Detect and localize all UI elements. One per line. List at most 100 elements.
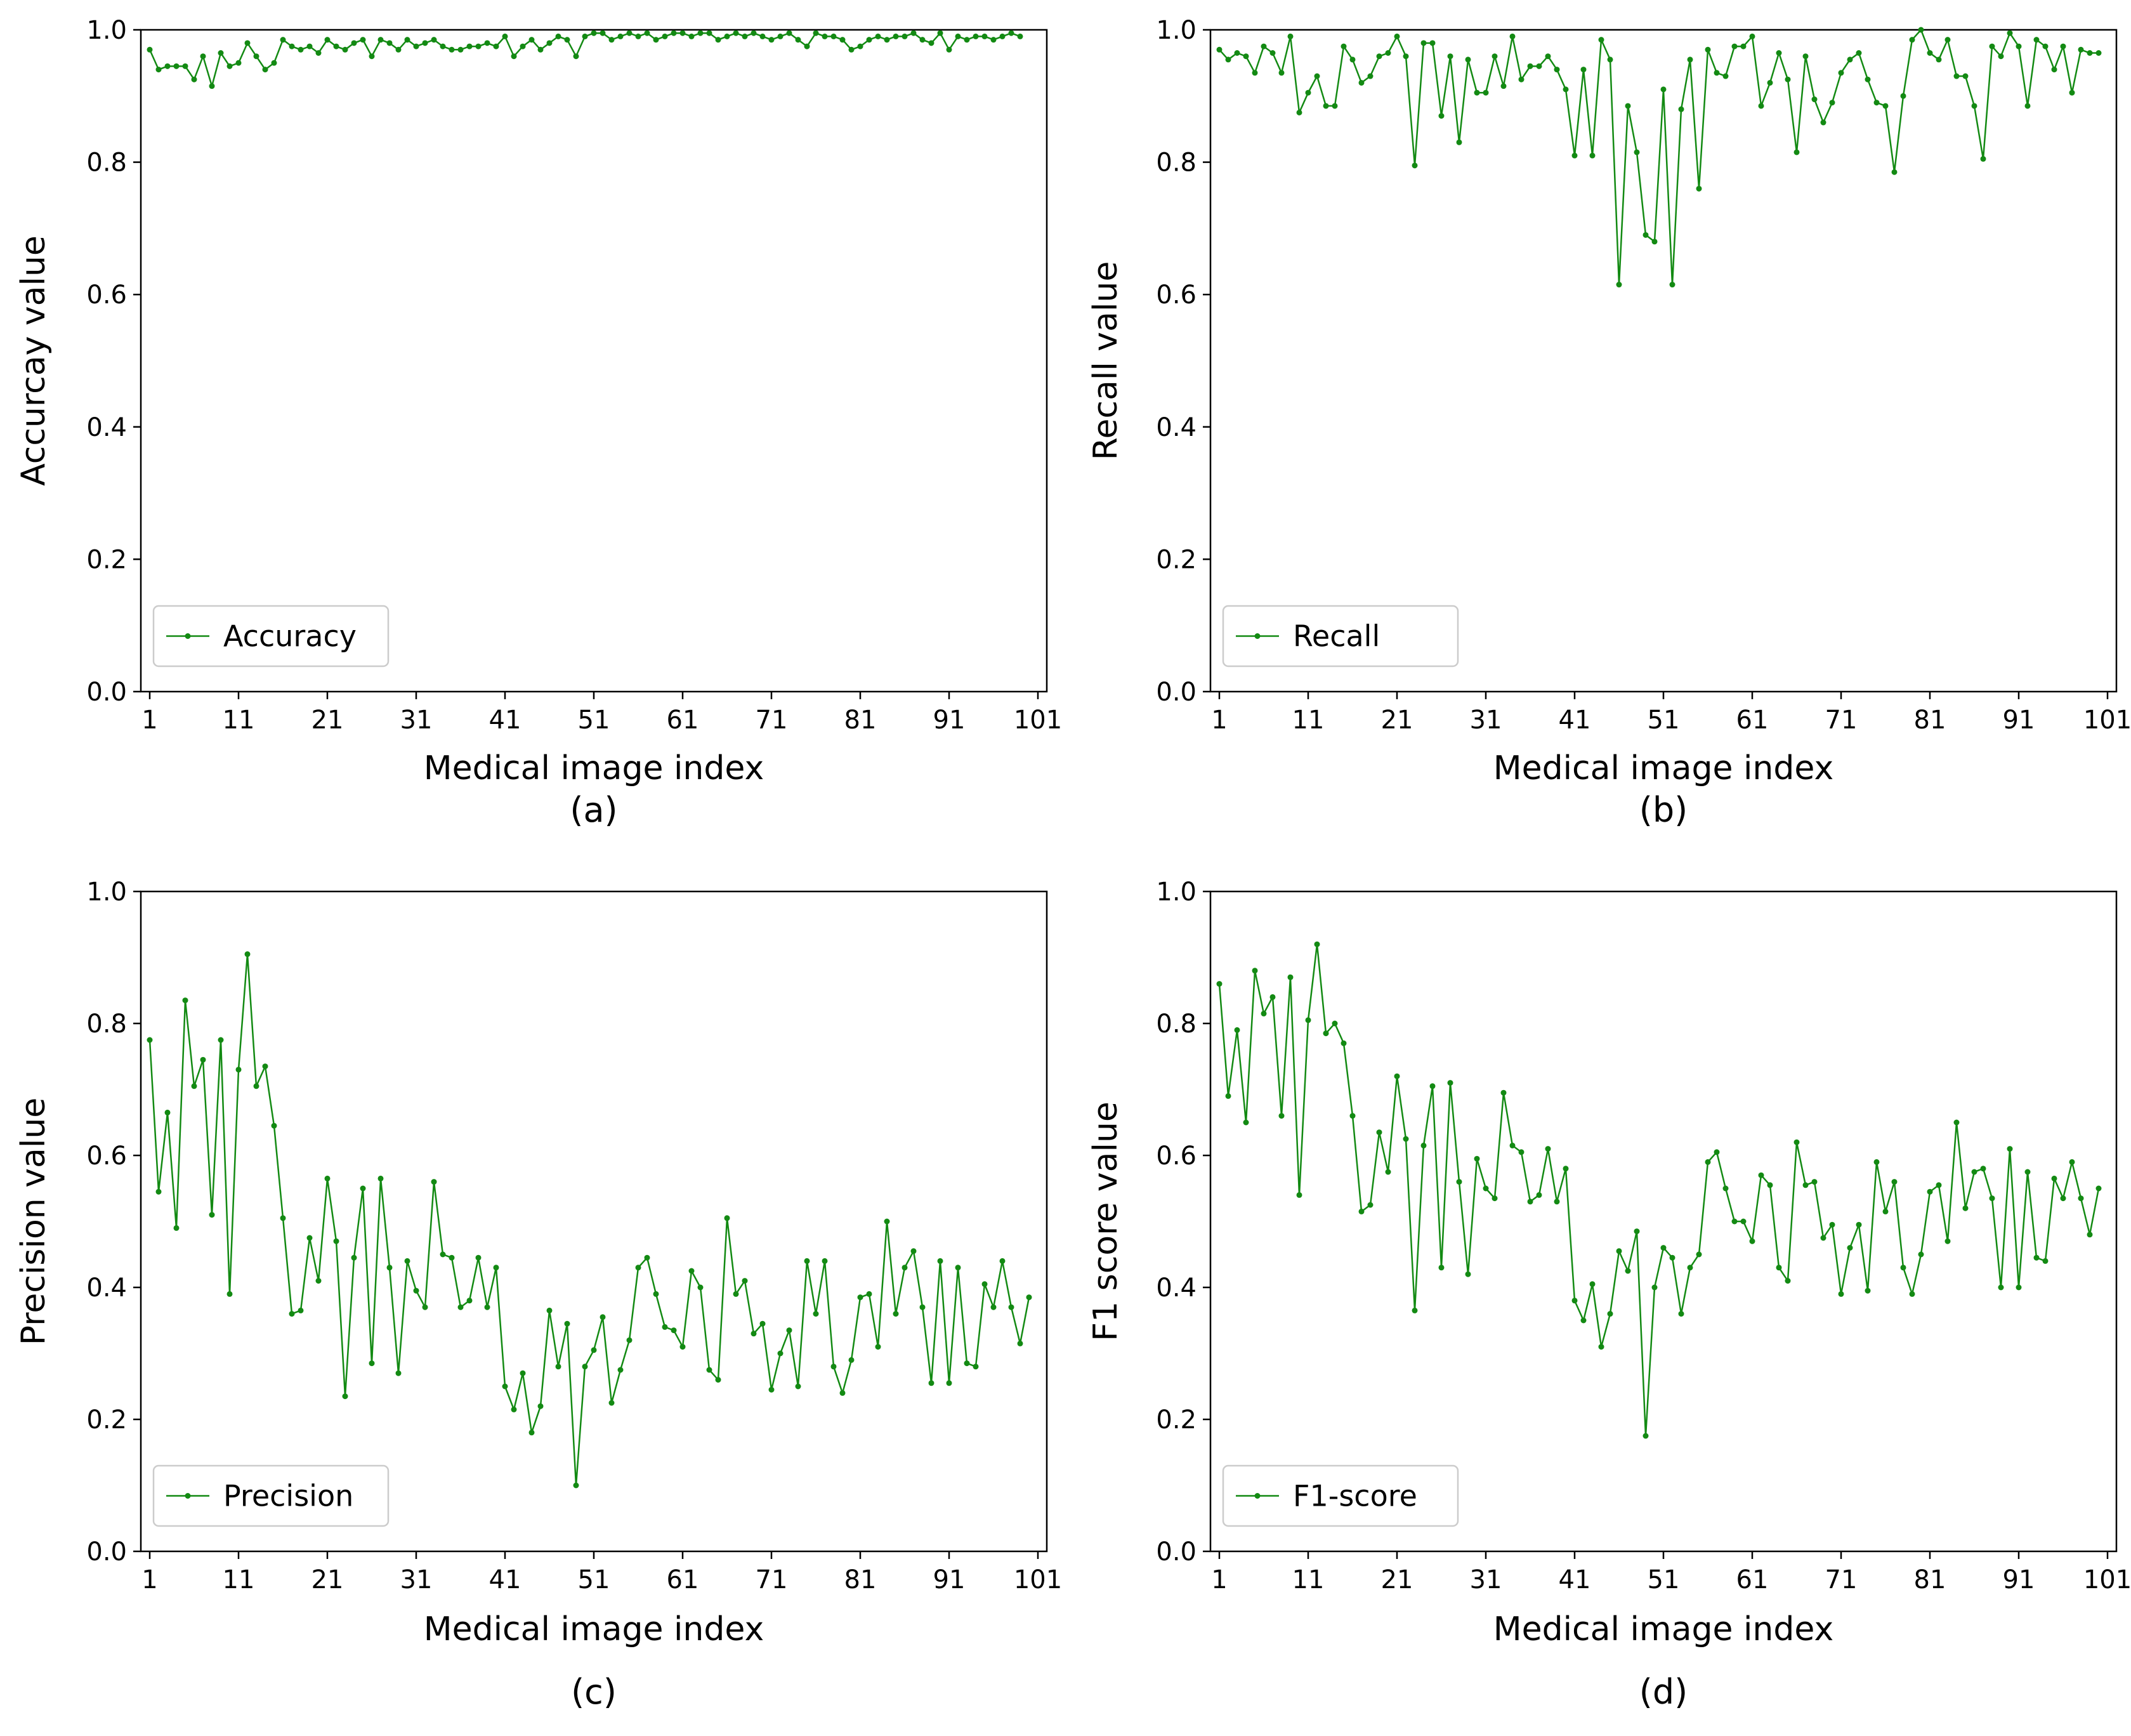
plot-frame — [1209, 29, 2118, 693]
data-point — [688, 1268, 695, 1274]
data-point — [1500, 1089, 1507, 1096]
data-point — [1420, 40, 1427, 46]
data-point — [1376, 1129, 1382, 1136]
data-point — [848, 1357, 855, 1363]
data-point — [1998, 1284, 2004, 1291]
data-point — [1341, 1040, 1347, 1046]
y-tick-label: 0.0 — [1156, 1537, 1197, 1567]
data-point — [1829, 100, 1835, 106]
data-point — [164, 63, 171, 69]
data-point — [759, 33, 766, 39]
data-point — [1740, 43, 1747, 49]
data-point — [1944, 37, 1951, 43]
data-point — [1269, 50, 1276, 56]
data-point — [431, 1179, 437, 1185]
data-point — [182, 63, 188, 69]
data-point — [173, 63, 180, 69]
x-tick-label: 61 — [667, 1565, 699, 1595]
data-point — [1367, 73, 1374, 79]
y-axis-label: Precision value — [15, 1098, 53, 1346]
data-point — [635, 1265, 641, 1271]
data-point — [591, 1347, 597, 1353]
data-point — [360, 1185, 366, 1192]
data-point — [1554, 1199, 1560, 1205]
x-tick-label: 71 — [756, 706, 788, 735]
data-point — [724, 1215, 730, 1221]
data-point — [1731, 43, 1738, 49]
y-tick-label: 0.4 — [86, 1273, 127, 1303]
x-axis-label: Medical image index — [424, 1610, 764, 1648]
y-tick-label: 0.6 — [86, 280, 127, 310]
data-point — [1838, 70, 1844, 76]
data-point — [271, 60, 277, 66]
data-point — [1243, 1119, 1249, 1126]
data-point — [1509, 33, 1516, 39]
data-point — [564, 37, 570, 43]
data-point — [777, 1350, 784, 1357]
x-tick-label: 11 — [223, 706, 255, 735]
data-point — [1527, 1199, 1533, 1205]
data-point — [866, 37, 872, 43]
data-point — [768, 1386, 775, 1393]
data-point — [1545, 1146, 1551, 1152]
data-point — [804, 43, 810, 49]
data-point — [2042, 1258, 2049, 1264]
data-point — [2095, 50, 2102, 56]
data-point — [1634, 149, 1640, 155]
data-point — [2007, 1146, 2013, 1152]
data-point — [244, 40, 251, 46]
data-point — [777, 33, 784, 39]
legend-label: Precision — [223, 1479, 353, 1513]
data-point — [537, 1403, 544, 1409]
y-tick-label: 0.8 — [86, 1009, 127, 1039]
data-point — [1758, 1172, 1764, 1178]
data-point — [1580, 67, 1587, 73]
data-point — [262, 67, 268, 73]
data-point — [306, 43, 313, 49]
data-point — [1500, 83, 1507, 89]
data-point — [1802, 53, 1809, 60]
data-point — [404, 37, 410, 43]
data-point — [502, 1383, 508, 1390]
data-point — [830, 1364, 837, 1370]
data-point — [981, 33, 988, 39]
data-point — [999, 1258, 1006, 1264]
data-point — [1891, 169, 1898, 175]
data-point — [1749, 1238, 1755, 1244]
legend-box — [152, 605, 390, 667]
data-point — [1953, 73, 1960, 79]
data-point — [1323, 1030, 1329, 1037]
data-point — [786, 1327, 792, 1334]
panel-caption: (a) — [570, 790, 617, 830]
data-point — [422, 40, 428, 46]
data-point — [324, 37, 331, 43]
data-point — [1625, 1268, 1631, 1274]
data-point — [1953, 1119, 1960, 1126]
data-point — [697, 30, 704, 36]
data-point — [1332, 1020, 1338, 1027]
data-point — [973, 1364, 979, 1370]
chart-panel-2: 1 11 21 31 41 51 61 71 81 91 1010.00.20.40.60.81.0… — [1087, 16, 2131, 830]
data-point — [1545, 53, 1551, 60]
data-point — [617, 33, 624, 39]
data-point — [1536, 63, 1542, 69]
data-point — [733, 1291, 739, 1297]
data-point — [315, 1278, 322, 1284]
x-tick-label: 81 — [1914, 706, 1946, 735]
data-point — [280, 1215, 286, 1221]
data-point — [902, 33, 908, 39]
data-point — [2007, 30, 2013, 36]
data-point — [1261, 1010, 1267, 1016]
data-point — [1563, 1166, 1569, 1172]
data-point — [253, 1083, 259, 1089]
data-point — [1625, 103, 1631, 109]
x-tick-label: 81 — [844, 1565, 877, 1595]
x-axis-label: Medical image index — [1493, 749, 1834, 787]
data-point — [457, 46, 464, 53]
y-tick-label: 0.0 — [86, 678, 127, 707]
data-point — [1554, 67, 1560, 73]
data-point — [1518, 76, 1524, 82]
data-point — [902, 1265, 908, 1271]
data-point — [626, 1337, 633, 1343]
